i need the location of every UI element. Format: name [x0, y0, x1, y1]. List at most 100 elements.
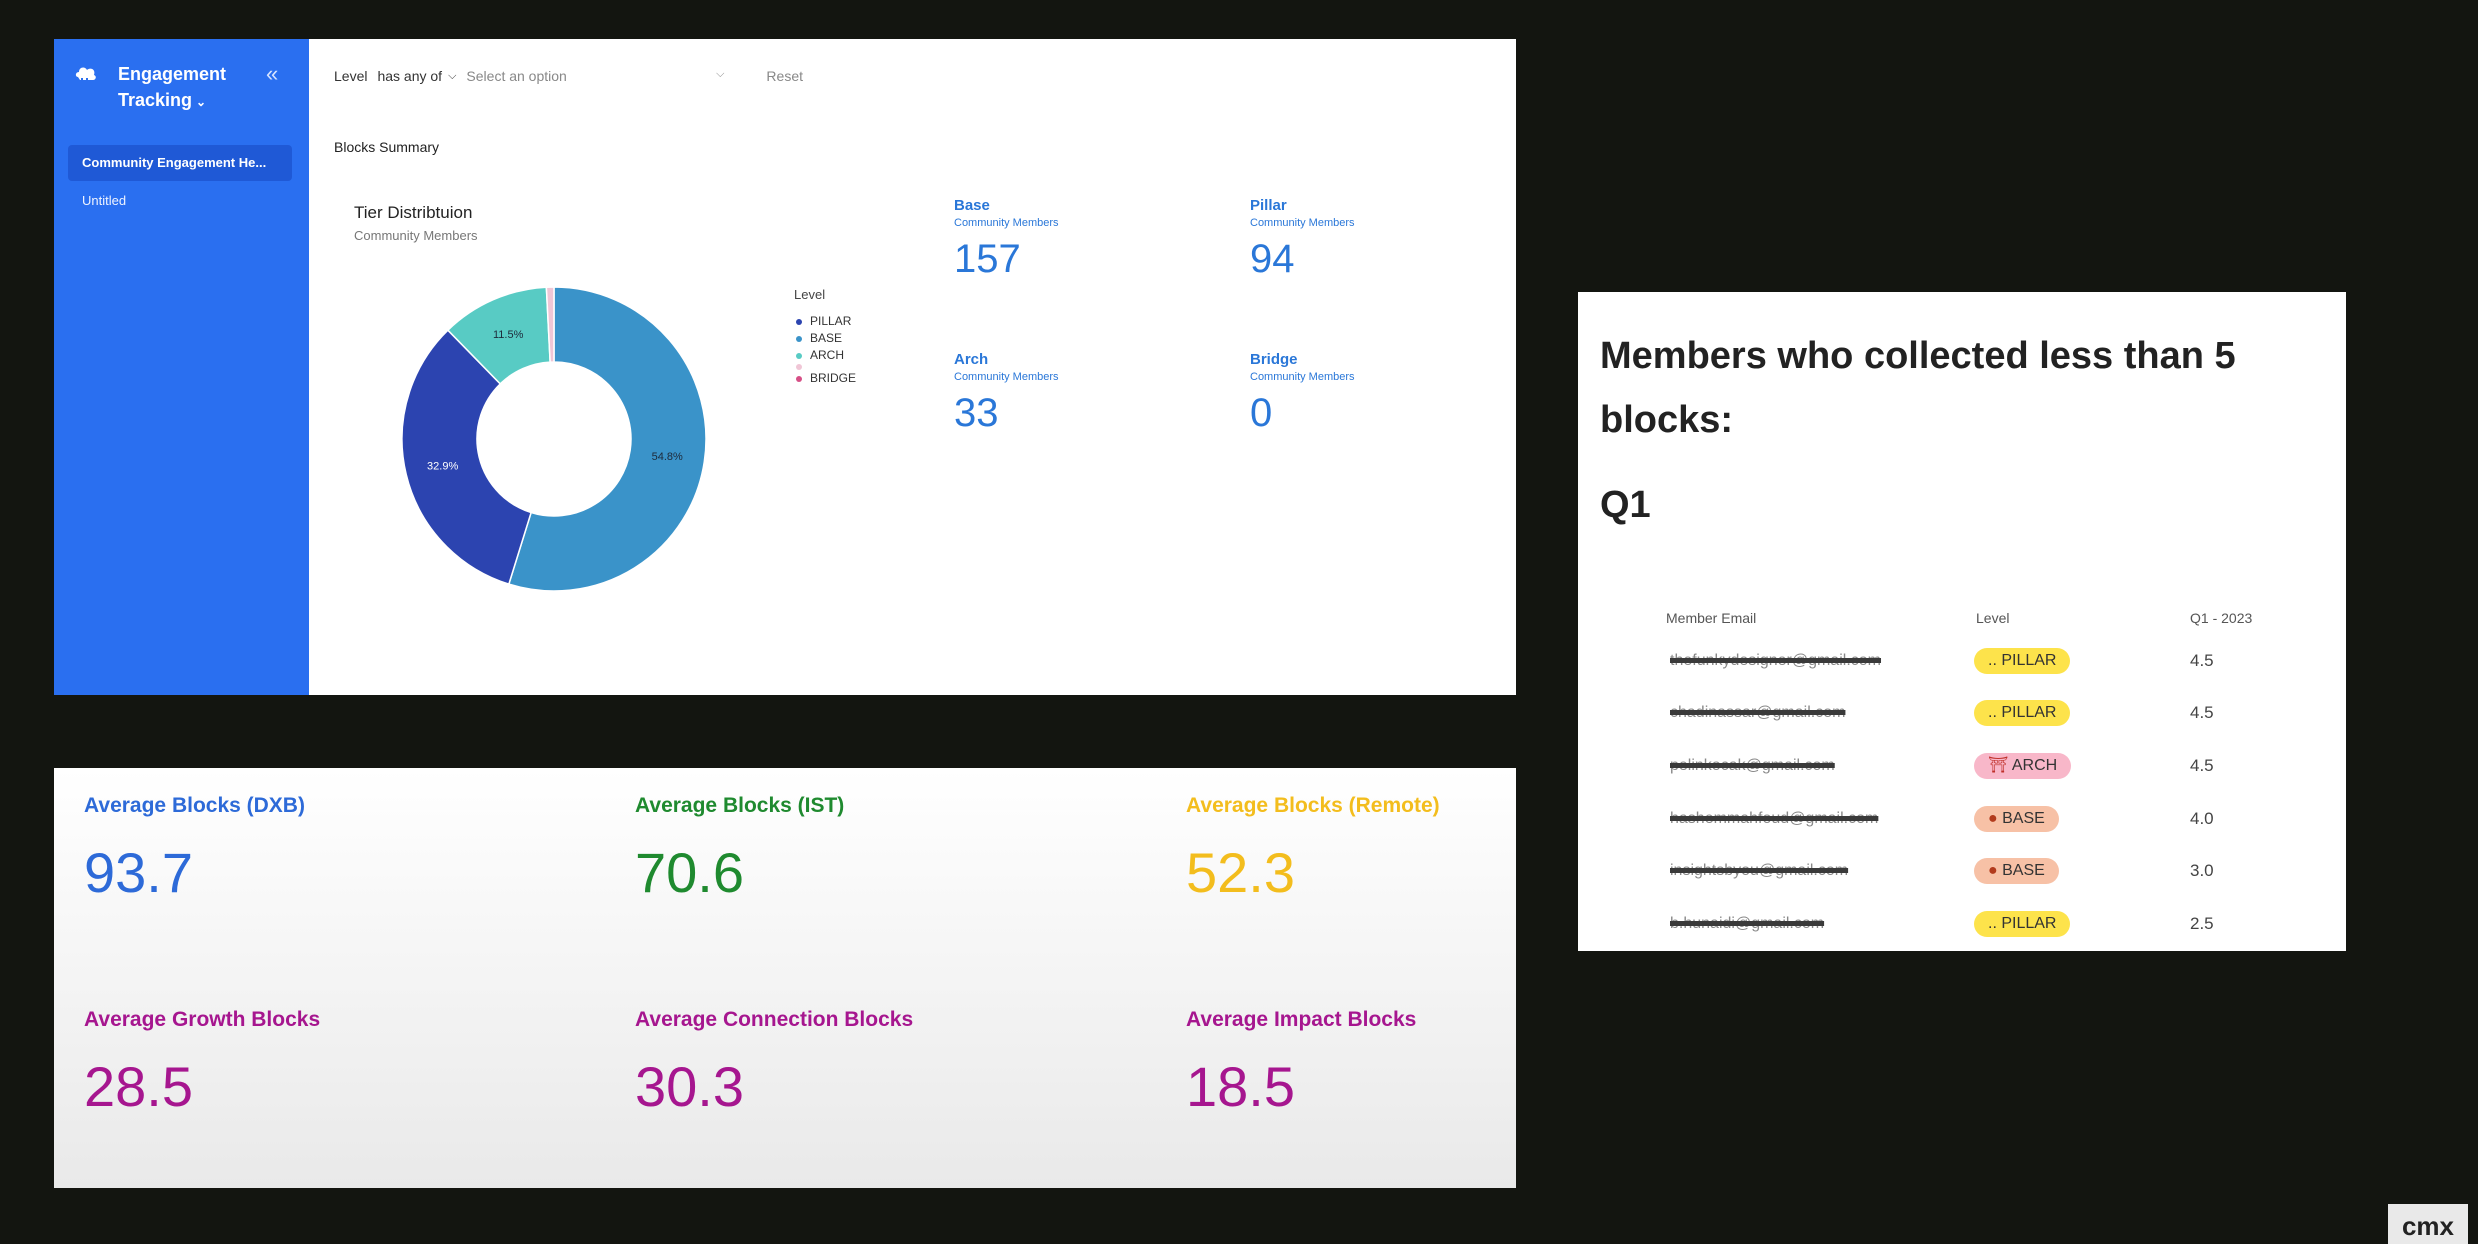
- member-score: 4.0: [2190, 809, 2214, 828]
- member-email: pelinkocak@gmail.com: [1670, 757, 1835, 774]
- donut-slice-pillar[interactable]: [401, 329, 533, 586]
- legend-label: ARCH: [810, 348, 845, 362]
- rock-icon: ●: [1988, 862, 2003, 879]
- legend-item[interactable]: BASE: [796, 330, 856, 347]
- avg-value: 52.3: [1186, 841, 1295, 904]
- donut-slice-other[interactable]: [545, 286, 555, 363]
- avg-blocks-ist: Average Blocks (IST) 70.6: [635, 794, 844, 905]
- chevron-down-icon: ⌄: [196, 95, 207, 109]
- metric-name: Base: [954, 197, 990, 214]
- avg-value: 30.3: [635, 1055, 744, 1118]
- torii-gate-icon: ⛩: [1988, 757, 2012, 774]
- legend-swatch: [796, 318, 802, 325]
- table-row[interactable]: pelinkocak@gmail.com ⛩ ARCH 4.5: [1578, 753, 2346, 783]
- member-score: 2.5: [2190, 914, 2214, 933]
- sidebar-item-untitled[interactable]: Untitled: [82, 193, 127, 208]
- member-score: 4.5: [2190, 756, 2214, 775]
- chart-title: Tier Distribtuion: [354, 203, 473, 222]
- avg-blocks-remote: Average Blocks (Remote) 52.3: [1186, 794, 1440, 905]
- level-badge: .. PILLAR: [1974, 911, 2071, 937]
- level-label: BASE: [2002, 862, 2045, 879]
- metric-arch: Arch Community Members 33: [954, 351, 1059, 436]
- level-label: PILLAR: [2001, 915, 2057, 932]
- legend-item[interactable]: BRIDGE: [796, 370, 856, 387]
- pillar-icon: ..: [1988, 704, 2002, 721]
- table-row[interactable]: chadinassar@gmail.com .. PILLAR 4.5: [1578, 700, 2346, 730]
- donut-slice-base[interactable]: [507, 286, 707, 592]
- metric-pillar: Pillar Community Members 94: [1250, 197, 1355, 282]
- table-row[interactable]: insightsbyou@gmail.com ● BASE 3.0: [1578, 858, 2346, 888]
- metric-sub: Community Members: [954, 217, 1059, 229]
- filter-operator-select[interactable]: has any of ⌵: [377, 68, 456, 84]
- filter-bar: Level has any of ⌵ Select an option ⌵ Re…: [334, 61, 803, 91]
- sidebar-item-community-engagement[interactable]: Community Engagement He...: [68, 145, 292, 181]
- legend-item[interactable]: ARCH: [796, 347, 856, 364]
- chevron-down-icon: ⌵: [448, 69, 457, 82]
- metric-base: Base Community Members 157: [954, 197, 1059, 282]
- app-title[interactable]: Engagement Tracking ⌄: [118, 61, 248, 115]
- level-label: BASE: [2002, 810, 2045, 827]
- reset-button[interactable]: Reset: [766, 68, 803, 84]
- legend-item[interactable]: [796, 364, 856, 370]
- avg-impact-blocks: Average Impact Blocks 18.5: [1186, 1008, 1416, 1119]
- legend-swatch: [796, 375, 802, 382]
- app-title-text: Engagement Tracking: [118, 64, 227, 110]
- member-email: thefunkydesigner@gmail.com: [1670, 652, 1882, 669]
- metric-sub: Community Members: [1250, 371, 1355, 383]
- sidebar: Engagement Tracking ⌄ « Community Engagem…: [54, 39, 309, 695]
- cloud-logo-icon: [75, 67, 96, 83]
- table-row[interactable]: thefunkydesigner@gmail.com .. PILLAR 4.5: [1578, 648, 2346, 678]
- column-header-email: Member Email: [1666, 610, 1757, 626]
- legend-swatch: [796, 364, 802, 370]
- chart-subtitle: Community Members: [354, 228, 478, 243]
- metric-name: Bridge: [1250, 351, 1298, 368]
- chart-legend: PILLAR BASE ARCH BRIDGE: [796, 313, 856, 387]
- metric-value: 157: [954, 237, 1021, 281]
- avg-value: 70.6: [635, 841, 744, 904]
- legend-swatch: [796, 335, 802, 342]
- level-badge: ● BASE: [1974, 858, 2059, 884]
- level-badge: ⛩ ARCH: [1974, 753, 2072, 779]
- metric-sub: Community Members: [954, 371, 1059, 383]
- brand-logo: cmx: [2388, 1204, 2468, 1244]
- donut-slice-label: 32.9%: [427, 461, 458, 473]
- avg-label: Average Impact Blocks: [1186, 1008, 1417, 1031]
- section-title: Blocks Summary: [334, 139, 440, 155]
- members-panel: Members who collected less than 5 blocks…: [1578, 292, 2346, 951]
- dashboard-panel: Engagement Tracking ⌄ « Community Engagem…: [54, 39, 1516, 695]
- filter-operator-label: has any of: [377, 68, 443, 84]
- avg-connection-blocks: Average Connection Blocks 30.3: [635, 1008, 913, 1119]
- legend-label: BASE: [810, 331, 843, 345]
- filter-field[interactable]: Level: [334, 68, 368, 84]
- legend-title: Level: [794, 287, 826, 302]
- rock-icon: ●: [1988, 810, 2003, 827]
- pillar-icon: ..: [1988, 652, 2002, 669]
- level-badge: .. PILLAR: [1974, 700, 2071, 726]
- filter-value-placeholder: Select an option: [466, 68, 567, 84]
- metric-value: 94: [1250, 237, 1295, 281]
- member-email: insightsbyou@gmail.com: [1670, 862, 1849, 879]
- double-chevron-left-icon[interactable]: «: [266, 61, 279, 86]
- donut-slice-label: 11.5%: [493, 329, 524, 341]
- avg-label: Average Blocks (IST): [635, 794, 845, 817]
- legend-item[interactable]: PILLAR: [796, 313, 856, 330]
- avg-label: Average Blocks (Remote): [1186, 794, 1440, 817]
- level-label: ARCH: [2011, 757, 2058, 774]
- quarter-heading: Q1: [1600, 484, 1651, 526]
- table-row[interactable]: hashemmahfoud@gmail.com ● BASE 4.0: [1578, 806, 2346, 836]
- member-score: 4.5: [2190, 703, 2214, 722]
- avg-blocks-dxb: Average Blocks (DXB) 93.7: [84, 794, 305, 905]
- avg-value: 18.5: [1186, 1055, 1295, 1118]
- level-label: PILLAR: [2001, 704, 2057, 721]
- donut-slice-label: 54.8%: [652, 451, 683, 463]
- legend-label: PILLAR: [810, 314, 852, 328]
- filter-value-select[interactable]: Select an option ⌵: [466, 68, 724, 84]
- metric-value: 0: [1250, 391, 1273, 435]
- avg-label: Average Blocks (DXB): [84, 794, 305, 817]
- member-score: 3.0: [2190, 861, 2214, 880]
- table-row[interactable]: b.hunaidi@gmail.com .. PILLAR 2.5: [1578, 911, 2346, 941]
- tier-donut-chart: 54.8% 32.9% 11.5%: [401, 286, 707, 592]
- members-heading: Members who collected less than 5 blocks…: [1600, 335, 2236, 441]
- legend-swatch: [796, 352, 802, 359]
- level-label: PILLAR: [2001, 652, 2057, 669]
